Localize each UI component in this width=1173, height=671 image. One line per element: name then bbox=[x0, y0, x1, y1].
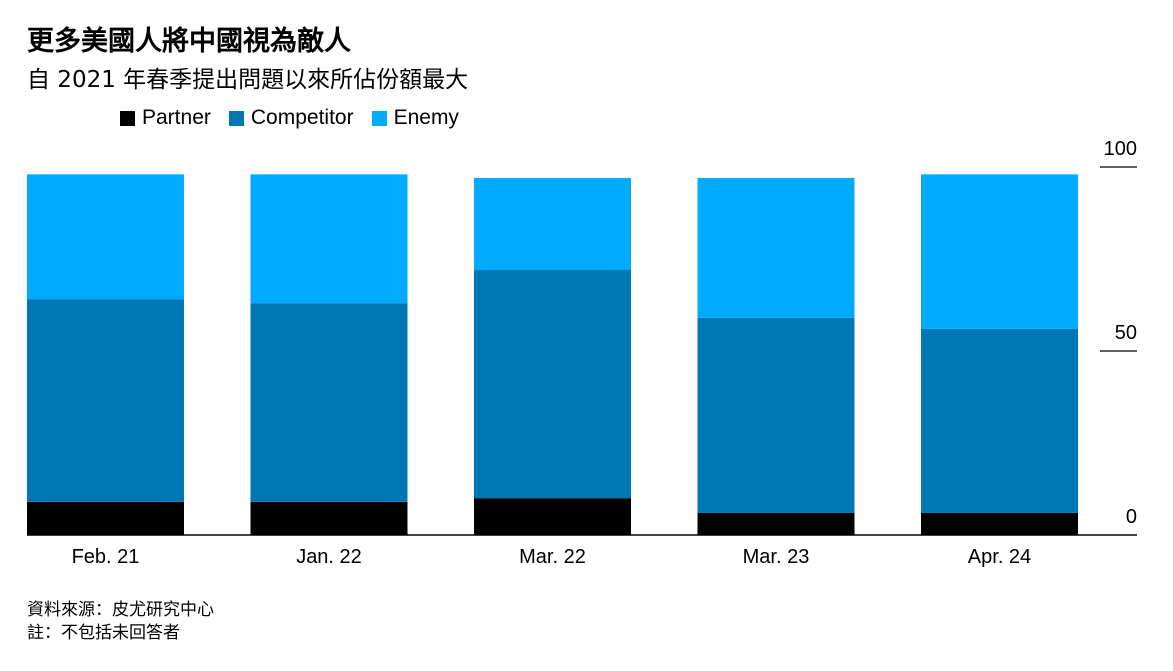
legend: Partner Competitor Enemy bbox=[120, 106, 477, 130]
footnote: 註：不包括未回答者 bbox=[27, 623, 180, 643]
y-tick-label-100: 100 bbox=[1104, 138, 1137, 160]
legend-swatch-enemy bbox=[371, 110, 387, 126]
bar-enemy-2 bbox=[250, 174, 408, 304]
legend-label-competitor: Competitor bbox=[250, 106, 354, 129]
bar-competitor-4 bbox=[697, 317, 855, 513]
x-tick-label-3: Mar. 22 bbox=[519, 546, 586, 568]
legend-item-partner: Partner bbox=[120, 106, 211, 130]
legend-label-enemy: Enemy bbox=[393, 106, 459, 129]
chart-title: 更多美國人將中國視為敵人 bbox=[27, 26, 351, 57]
y-tick-label-0: 0 bbox=[1126, 506, 1137, 528]
bar-competitor-5 bbox=[921, 328, 1078, 513]
x-tick-label-4: Mar. 23 bbox=[743, 546, 810, 568]
chart-subtitle: 自 2021 年春季提出問題以來所佔份額最大 bbox=[27, 67, 469, 93]
bar-partner-1 bbox=[27, 501, 184, 535]
bar-partner-4 bbox=[697, 512, 855, 535]
bar-enemy-5 bbox=[921, 174, 1078, 329]
bar-partner-5 bbox=[921, 512, 1078, 535]
legend-item-enemy: Enemy bbox=[371, 106, 459, 130]
legend-label-partner: Partner bbox=[142, 106, 211, 129]
bar-competitor-3 bbox=[474, 270, 631, 499]
bar-competitor-1 bbox=[27, 299, 184, 502]
legend-item-competitor: Competitor bbox=[228, 106, 354, 130]
y-tick-label-50: 50 bbox=[1115, 322, 1137, 344]
source-note: 資料來源：皮尤研究中心 bbox=[27, 600, 214, 620]
bar-partner-2 bbox=[250, 501, 408, 535]
bar-competitor-2 bbox=[250, 303, 408, 502]
bar-partner-3 bbox=[474, 498, 631, 535]
x-tick-label-5: Apr. 24 bbox=[968, 546, 1031, 568]
legend-swatch-competitor bbox=[228, 110, 244, 126]
bar-enemy-3 bbox=[474, 178, 631, 271]
legend-swatch-partner bbox=[120, 110, 135, 126]
x-tick-label-2: Jan. 22 bbox=[296, 546, 362, 568]
bar-enemy-4 bbox=[697, 178, 855, 318]
x-tick-label-1: Feb. 21 bbox=[72, 546, 140, 568]
bar-enemy-1 bbox=[27, 174, 184, 300]
